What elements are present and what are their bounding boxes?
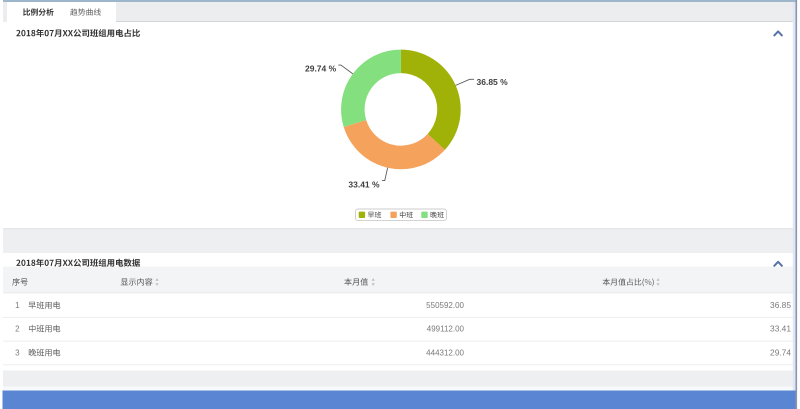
svg-text:444312.00: 444312.00 bbox=[426, 349, 464, 358]
svg-text:1: 1 bbox=[15, 301, 20, 310]
svg-text:29.74: 29.74 bbox=[770, 348, 791, 358]
svg-text:499112.00: 499112.00 bbox=[427, 325, 465, 334]
svg-text:2: 2 bbox=[15, 325, 20, 334]
svg-text:29.74 %: 29.74 % bbox=[305, 63, 337, 73]
svg-text:36.85: 36.85 bbox=[770, 300, 791, 310]
svg-text:550592.00: 550592.00 bbox=[426, 301, 464, 310]
svg-text:3: 3 bbox=[15, 349, 20, 358]
svg-text:36.85 %: 36.85 % bbox=[477, 77, 509, 87]
svg-text:33.41 %: 33.41 % bbox=[348, 179, 380, 189]
svg-text:33.41: 33.41 bbox=[770, 324, 791, 334]
